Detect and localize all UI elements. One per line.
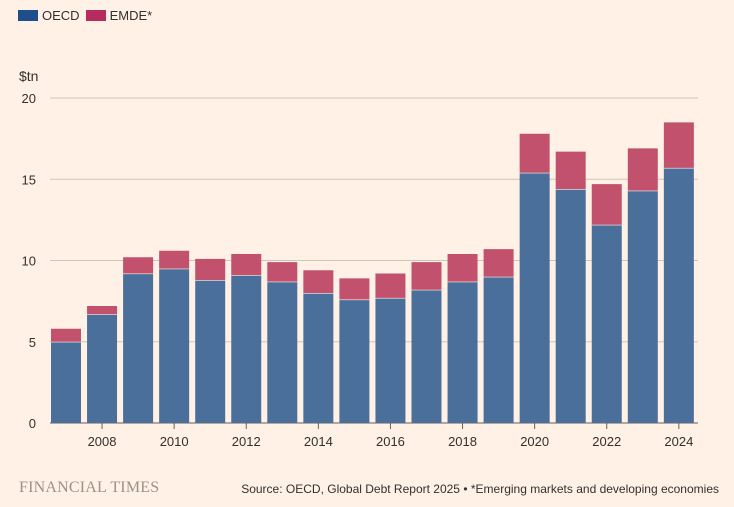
bar-emde-2012	[231, 254, 262, 276]
legend-swatch-oecd	[18, 10, 38, 21]
legend-swatch-emde	[85, 10, 106, 21]
bar-emde-2013	[267, 262, 298, 282]
ft-brand-logo: FINANCIAL TIMES	[19, 479, 160, 496]
bar-oecd-2010	[159, 268, 190, 423]
bar-emde-2016	[375, 273, 406, 298]
y-tick-label-10: 10	[22, 254, 36, 269]
source-note: Source: OECD, Global Debt Report 2025 • …	[241, 482, 719, 496]
x-tick-label-2018: 2018	[448, 434, 477, 449]
bar-oecd-2019	[483, 276, 514, 423]
bar-chart: $tn 0 5 10 15 20 2008 2010 2012 2014 2016 2018 2020 2…	[19, 68, 698, 449]
bar-oecd-2011	[195, 280, 226, 423]
x-tick-label-2010: 2010	[160, 434, 189, 449]
bar-emde-2007	[51, 328, 81, 342]
bar-oecd-2017	[411, 289, 442, 423]
bar-oecd-2022	[591, 224, 622, 423]
x-tick-label-2014: 2014	[304, 434, 333, 449]
y-tick-label-20: 20	[22, 91, 36, 106]
legend-label-emde: EMDE*	[109, 8, 153, 23]
x-tick-label-2008: 2008	[88, 434, 117, 449]
y-unit-label: $tn	[19, 68, 38, 84]
bar-oecd-2021	[555, 189, 586, 423]
x-tick-label-2016: 2016	[376, 434, 405, 449]
legend-item-emde: EMDE*	[85, 8, 153, 23]
bar-emde-2022	[591, 184, 622, 225]
y-tick-label-5: 5	[29, 335, 36, 350]
bar-emde-2010	[159, 250, 190, 269]
x-tick-label-2024: 2024	[664, 434, 693, 449]
legend-item-oecd: OECD	[18, 8, 80, 23]
bar-oecd-2012	[231, 275, 262, 423]
bar-oecd-2007	[51, 341, 81, 423]
bar-oecd-2013	[267, 281, 298, 423]
bar-oecd-2008	[87, 314, 118, 423]
bar-emde-2023	[627, 148, 658, 191]
legend-label-oecd: OECD	[42, 8, 80, 23]
legend: OECD EMDE*	[18, 8, 158, 23]
bar-emde-2024	[663, 122, 694, 168]
y-tick-label-0: 0	[29, 416, 36, 431]
bar-oecd-2015	[339, 299, 370, 423]
bar-emde-2008	[87, 306, 118, 315]
bar-oecd-2024	[663, 167, 694, 423]
y-tick-label-15: 15	[22, 172, 36, 187]
x-tick-label-2022: 2022	[592, 434, 621, 449]
bar-oecd-2014	[303, 293, 334, 423]
bar-emde-2011	[195, 258, 226, 280]
x-tick-label-2020: 2020	[520, 434, 549, 449]
bar-oecd-2023	[627, 190, 658, 423]
bar-oecd-2009	[123, 273, 154, 423]
bar-emde-2014	[303, 270, 334, 293]
bar-emde-2015	[339, 278, 370, 300]
bar-emde-2020	[519, 133, 550, 173]
bar-oecd-2020	[519, 172, 550, 423]
bar-emde-2009	[123, 257, 154, 274]
bar-emde-2021	[555, 151, 586, 189]
bar-oecd-2016	[375, 297, 406, 423]
x-tick-label-2012: 2012	[232, 434, 261, 449]
bar-emde-2018	[447, 254, 478, 282]
bar-emde-2019	[483, 249, 514, 277]
bar-emde-2017	[411, 262, 442, 290]
bar-oecd-2018	[447, 281, 478, 423]
